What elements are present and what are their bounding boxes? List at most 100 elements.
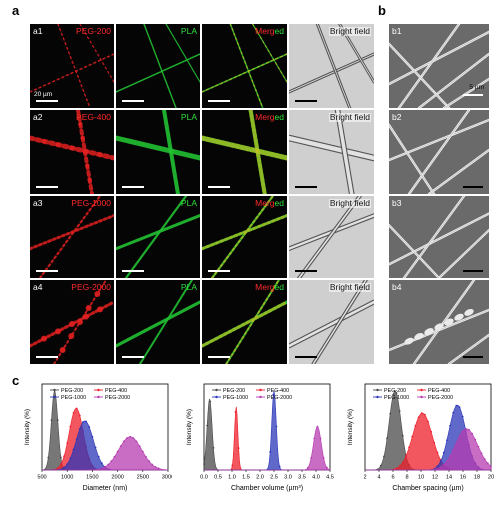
data-point [132, 437, 135, 439]
data-point [486, 462, 489, 465]
data-point [272, 393, 275, 396]
data-point [474, 438, 477, 441]
pla-fluorescence-image: PLA [116, 24, 200, 108]
peg-label: PEG-1000 [71, 198, 111, 208]
x-tick-label: 8 [405, 475, 408, 481]
series-area-3 [204, 426, 331, 471]
sem-tile-id-label: b4 [392, 282, 402, 292]
data-point [135, 440, 138, 443]
data-point [72, 411, 75, 414]
panel-label-a: a [12, 3, 20, 18]
scale-bar [122, 100, 144, 102]
merged-image: Merged [202, 110, 287, 194]
merged-label-green: ed [274, 26, 284, 36]
data-point [401, 434, 404, 437]
peg-fluorescence-image: a1 PEG-200 20 µm [30, 24, 114, 108]
x-tick-label: 3000 [162, 475, 172, 481]
scale-bar [295, 356, 317, 358]
data-point [379, 464, 382, 467]
data-point [209, 400, 212, 403]
scale-bar [36, 356, 58, 358]
scale-bar [295, 270, 317, 272]
legend-marker [420, 388, 423, 392]
data-point [154, 465, 157, 468]
data-point [433, 441, 436, 444]
x-tick-label: 3.5 [298, 475, 306, 481]
data-point [490, 465, 492, 468]
merged-image: Merged [202, 196, 287, 278]
pla-label: PLA [180, 198, 197, 208]
data-point [123, 440, 125, 443]
sem-scale-bar [463, 94, 483, 96]
pla-label: PLA [180, 282, 197, 292]
legend-marker [259, 395, 262, 399]
data-point [141, 450, 144, 453]
x-axis-label: Chamber volume (µm³) [231, 485, 303, 492]
data-point [75, 438, 78, 440]
data-point [145, 455, 147, 458]
data-point [322, 457, 325, 459]
legend-marker [376, 388, 379, 392]
x-tick-label: 0.5 [214, 475, 222, 481]
x-tick-label: 1.5 [242, 475, 250, 481]
x-tick-label: 2000 [111, 475, 123, 481]
data-point [430, 430, 433, 433]
merged-label-red: Merg [255, 112, 275, 122]
x-tick-label: 2500 [137, 475, 149, 481]
scale-bar [122, 356, 144, 358]
merged-image: Merged [202, 280, 287, 364]
data-point [206, 424, 209, 427]
data-point [398, 465, 401, 468]
tile-id-label: a4 [33, 282, 43, 292]
data-point [386, 437, 388, 440]
scale-bar [122, 186, 144, 188]
data-point [110, 460, 113, 463]
data-point [66, 463, 69, 466]
data-point [398, 410, 401, 412]
data-point [234, 411, 237, 413]
legend-label: PEG-1000 [384, 395, 409, 401]
tile-id-label: a2 [33, 112, 43, 122]
x-axis-label: Chamber spacing (µm) [392, 485, 463, 492]
data-point [63, 466, 65, 469]
data-point [116, 450, 119, 453]
merged-label-green: ed [274, 198, 284, 208]
data-point [60, 456, 62, 459]
legend-label: PEG-200 [61, 388, 83, 394]
merged-label-green: ed [274, 112, 284, 122]
data-point [319, 437, 322, 440]
x-tick-label: 4.0 [312, 475, 320, 481]
tile-id-label: a1 [33, 26, 43, 36]
data-point [477, 445, 480, 448]
data-point [63, 455, 65, 458]
merged-image: Merged [202, 24, 287, 108]
panel-label-c: c [12, 373, 20, 388]
x-tick-label: 2.5 [270, 475, 278, 481]
legend-marker [97, 395, 100, 399]
tile-id-label: a3 [33, 198, 43, 208]
data-point [97, 455, 100, 458]
x-tick-label: 6 [391, 475, 394, 481]
data-point [423, 413, 426, 416]
sem-image: b4 [389, 280, 489, 364]
x-tick-label: 4.5 [326, 475, 334, 481]
sem-image: b1 5 µm [389, 24, 489, 108]
x-tick-label: 16 [460, 475, 466, 481]
merged-label: Merged [255, 283, 284, 292]
data-point [66, 442, 69, 444]
data-point [212, 446, 215, 449]
distribution-chart: 2 4 6 8 10 12 14 16 18 20 Chamber spacing (µm) Inte… [343, 378, 495, 496]
data-point [436, 451, 439, 454]
data-point [78, 427, 81, 430]
legend-label: PEG-1000 [61, 395, 86, 401]
data-point [405, 455, 407, 457]
data-point [414, 424, 417, 427]
sem-image: b2 [389, 110, 489, 194]
x-tick-label: 3.0 [284, 475, 292, 481]
x-tick-label: 2.0 [256, 475, 264, 481]
data-point [119, 445, 122, 448]
y-axis-label: Intensity (%) [347, 409, 354, 445]
pla-label: PLA [180, 26, 197, 36]
data-point [461, 430, 464, 433]
data-point [56, 467, 59, 469]
